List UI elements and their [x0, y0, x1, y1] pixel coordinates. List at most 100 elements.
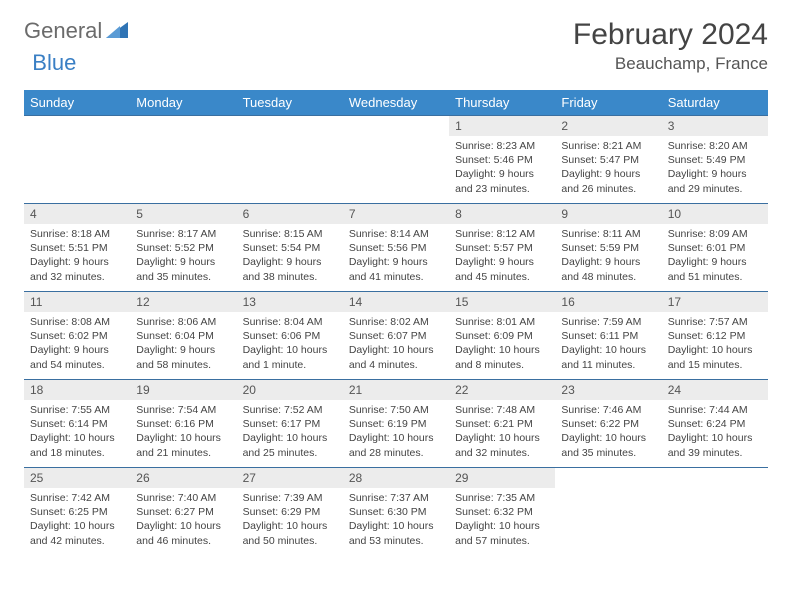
- calendar-day-cell: [237, 116, 343, 204]
- day-details: Sunrise: 8:04 AMSunset: 6:06 PMDaylight:…: [237, 312, 343, 376]
- calendar-day-cell: [24, 116, 130, 204]
- title-block: February 2024 Beauchamp, France: [573, 18, 768, 74]
- day-details: Sunrise: 7:52 AMSunset: 6:17 PMDaylight:…: [237, 400, 343, 464]
- day-details: Sunrise: 7:40 AMSunset: 6:27 PMDaylight:…: [130, 488, 236, 552]
- calendar-week-row: 18Sunrise: 7:55 AMSunset: 6:14 PMDayligh…: [24, 380, 768, 468]
- weekday-header: Thursday: [449, 90, 555, 116]
- day-details: Sunrise: 7:50 AMSunset: 6:19 PMDaylight:…: [343, 400, 449, 464]
- day-details: Sunrise: 8:17 AMSunset: 5:52 PMDaylight:…: [130, 224, 236, 288]
- logo-text-general: General: [24, 18, 102, 44]
- calendar-day-cell: [130, 116, 236, 204]
- month-title: February 2024: [573, 18, 768, 52]
- calendar-day-cell: 16Sunrise: 7:59 AMSunset: 6:11 PMDayligh…: [555, 292, 661, 380]
- day-details: Sunrise: 8:20 AMSunset: 5:49 PMDaylight:…: [662, 136, 768, 200]
- day-number: 15: [449, 292, 555, 312]
- calendar-day-cell: 20Sunrise: 7:52 AMSunset: 6:17 PMDayligh…: [237, 380, 343, 468]
- day-details: Sunrise: 8:08 AMSunset: 6:02 PMDaylight:…: [24, 312, 130, 376]
- calendar-day-cell: 18Sunrise: 7:55 AMSunset: 6:14 PMDayligh…: [24, 380, 130, 468]
- weekday-header: Monday: [130, 90, 236, 116]
- day-number: 9: [555, 204, 661, 224]
- day-details: Sunrise: 8:09 AMSunset: 6:01 PMDaylight:…: [662, 224, 768, 288]
- day-details: Sunrise: 7:35 AMSunset: 6:32 PMDaylight:…: [449, 488, 555, 552]
- day-details: Sunrise: 7:54 AMSunset: 6:16 PMDaylight:…: [130, 400, 236, 464]
- day-number: 29: [449, 468, 555, 488]
- day-number: 24: [662, 380, 768, 400]
- day-number: 23: [555, 380, 661, 400]
- day-number: 11: [24, 292, 130, 312]
- day-number: 4: [24, 204, 130, 224]
- logo-text-blue: Blue: [32, 50, 76, 76]
- day-number: 17: [662, 292, 768, 312]
- weekday-header: Friday: [555, 90, 661, 116]
- day-details: Sunrise: 8:21 AMSunset: 5:47 PMDaylight:…: [555, 136, 661, 200]
- calendar-day-cell: 2Sunrise: 8:21 AMSunset: 5:47 PMDaylight…: [555, 116, 661, 204]
- calendar-day-cell: 25Sunrise: 7:42 AMSunset: 6:25 PMDayligh…: [24, 468, 130, 556]
- day-details: Sunrise: 8:06 AMSunset: 6:04 PMDaylight:…: [130, 312, 236, 376]
- calendar-day-cell: 15Sunrise: 8:01 AMSunset: 6:09 PMDayligh…: [449, 292, 555, 380]
- day-details: Sunrise: 8:12 AMSunset: 5:57 PMDaylight:…: [449, 224, 555, 288]
- day-number: 21: [343, 380, 449, 400]
- calendar-day-cell: 10Sunrise: 8:09 AMSunset: 6:01 PMDayligh…: [662, 204, 768, 292]
- calendar-day-cell: [662, 468, 768, 556]
- calendar-day-cell: 17Sunrise: 7:57 AMSunset: 6:12 PMDayligh…: [662, 292, 768, 380]
- day-number: 3: [662, 116, 768, 136]
- calendar-day-cell: 28Sunrise: 7:37 AMSunset: 6:30 PMDayligh…: [343, 468, 449, 556]
- day-details: Sunrise: 8:15 AMSunset: 5:54 PMDaylight:…: [237, 224, 343, 288]
- calendar-day-cell: [555, 468, 661, 556]
- day-details: Sunrise: 7:46 AMSunset: 6:22 PMDaylight:…: [555, 400, 661, 464]
- calendar-day-cell: 24Sunrise: 7:44 AMSunset: 6:24 PMDayligh…: [662, 380, 768, 468]
- weekday-header: Wednesday: [343, 90, 449, 116]
- calendar-day-cell: 21Sunrise: 7:50 AMSunset: 6:19 PMDayligh…: [343, 380, 449, 468]
- day-details: Sunrise: 8:01 AMSunset: 6:09 PMDaylight:…: [449, 312, 555, 376]
- day-number: 6: [237, 204, 343, 224]
- day-number: 12: [130, 292, 236, 312]
- calendar-day-cell: [343, 116, 449, 204]
- calendar-body: 1Sunrise: 8:23 AMSunset: 5:46 PMDaylight…: [24, 116, 768, 556]
- weekday-header: Tuesday: [237, 90, 343, 116]
- day-details: Sunrise: 7:55 AMSunset: 6:14 PMDaylight:…: [24, 400, 130, 464]
- calendar-day-cell: 12Sunrise: 8:06 AMSunset: 6:04 PMDayligh…: [130, 292, 236, 380]
- calendar-day-cell: 26Sunrise: 7:40 AMSunset: 6:27 PMDayligh…: [130, 468, 236, 556]
- day-number: 27: [237, 468, 343, 488]
- weekday-header: Saturday: [662, 90, 768, 116]
- day-details: Sunrise: 7:37 AMSunset: 6:30 PMDaylight:…: [343, 488, 449, 552]
- day-number: 22: [449, 380, 555, 400]
- day-number: 19: [130, 380, 236, 400]
- calendar-day-cell: 4Sunrise: 8:18 AMSunset: 5:51 PMDaylight…: [24, 204, 130, 292]
- day-number: 2: [555, 116, 661, 136]
- calendar-week-row: 25Sunrise: 7:42 AMSunset: 6:25 PMDayligh…: [24, 468, 768, 556]
- calendar-day-cell: 11Sunrise: 8:08 AMSunset: 6:02 PMDayligh…: [24, 292, 130, 380]
- day-details: Sunrise: 7:44 AMSunset: 6:24 PMDaylight:…: [662, 400, 768, 464]
- day-number: 7: [343, 204, 449, 224]
- day-details: Sunrise: 8:18 AMSunset: 5:51 PMDaylight:…: [24, 224, 130, 288]
- calendar-day-cell: 1Sunrise: 8:23 AMSunset: 5:46 PMDaylight…: [449, 116, 555, 204]
- calendar-day-cell: 7Sunrise: 8:14 AMSunset: 5:56 PMDaylight…: [343, 204, 449, 292]
- day-details: Sunrise: 7:48 AMSunset: 6:21 PMDaylight:…: [449, 400, 555, 464]
- weekday-header: Sunday: [24, 90, 130, 116]
- day-number: 18: [24, 380, 130, 400]
- day-number: 14: [343, 292, 449, 312]
- day-number: 25: [24, 468, 130, 488]
- calendar-day-cell: 5Sunrise: 8:17 AMSunset: 5:52 PMDaylight…: [130, 204, 236, 292]
- calendar-day-cell: 13Sunrise: 8:04 AMSunset: 6:06 PMDayligh…: [237, 292, 343, 380]
- logo: General: [24, 18, 130, 44]
- calendar-day-cell: 19Sunrise: 7:54 AMSunset: 6:16 PMDayligh…: [130, 380, 236, 468]
- day-details: Sunrise: 8:11 AMSunset: 5:59 PMDaylight:…: [555, 224, 661, 288]
- calendar-day-cell: 22Sunrise: 7:48 AMSunset: 6:21 PMDayligh…: [449, 380, 555, 468]
- day-details: Sunrise: 8:23 AMSunset: 5:46 PMDaylight:…: [449, 136, 555, 200]
- day-number: 5: [130, 204, 236, 224]
- calendar-day-cell: 9Sunrise: 8:11 AMSunset: 5:59 PMDaylight…: [555, 204, 661, 292]
- calendar-day-cell: 27Sunrise: 7:39 AMSunset: 6:29 PMDayligh…: [237, 468, 343, 556]
- calendar-day-cell: 29Sunrise: 7:35 AMSunset: 6:32 PMDayligh…: [449, 468, 555, 556]
- day-details: Sunrise: 8:14 AMSunset: 5:56 PMDaylight:…: [343, 224, 449, 288]
- day-details: Sunrise: 7:39 AMSunset: 6:29 PMDaylight:…: [237, 488, 343, 552]
- calendar-week-row: 1Sunrise: 8:23 AMSunset: 5:46 PMDaylight…: [24, 116, 768, 204]
- calendar-week-row: 4Sunrise: 8:18 AMSunset: 5:51 PMDaylight…: [24, 204, 768, 292]
- calendar-table: SundayMondayTuesdayWednesdayThursdayFrid…: [24, 90, 768, 556]
- location: Beauchamp, France: [573, 54, 768, 74]
- day-number: 10: [662, 204, 768, 224]
- day-number: 16: [555, 292, 661, 312]
- day-details: Sunrise: 7:59 AMSunset: 6:11 PMDaylight:…: [555, 312, 661, 376]
- day-number: 20: [237, 380, 343, 400]
- day-number: 1: [449, 116, 555, 136]
